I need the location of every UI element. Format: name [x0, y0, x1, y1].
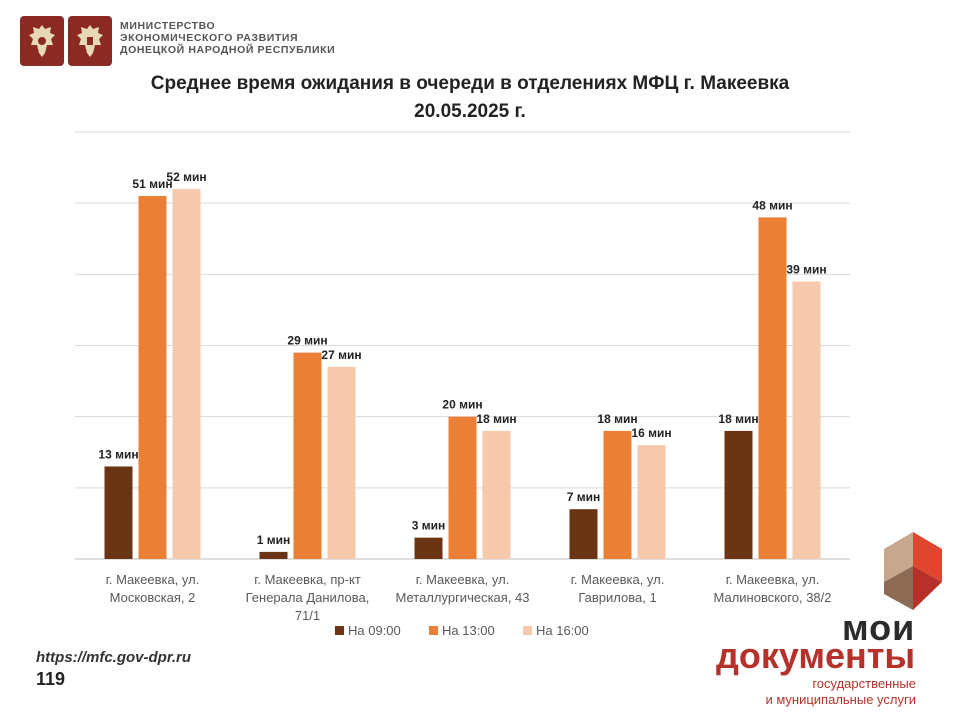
data-label: 29 мин — [287, 334, 327, 348]
bar — [414, 537, 443, 559]
legend-swatch — [429, 626, 438, 635]
data-label: 18 мин — [476, 412, 516, 426]
x-tick-label: Малиновского, 38/2 — [714, 590, 832, 605]
bar — [104, 466, 133, 559]
bar — [293, 352, 322, 559]
data-label: 20 мин — [442, 398, 482, 412]
x-tick-label: г. Макеевка, ул. — [106, 572, 200, 587]
data-label: 7 мин — [567, 490, 601, 504]
x-tick-label: г. Макеевка, пр-кт — [254, 572, 361, 587]
legend-label: На 13:00 — [442, 623, 495, 638]
data-label: 51 мин — [132, 177, 172, 191]
x-tick-label: Генерала Данилова, — [246, 590, 370, 605]
brand-word-moi: мои — [842, 607, 916, 648]
bar — [259, 551, 288, 559]
brand-subtitle-line-1: государственные — [812, 676, 916, 691]
data-label: 39 мин — [786, 262, 826, 276]
bar — [603, 430, 632, 559]
ministry-name: МИНИСТЕРСТВО ЭКОНОМИЧЕСКОГО РАЗВИТИЯ ДОН… — [120, 20, 335, 56]
ministry-line-3: ДОНЕЦКОЙ НАРОДНОЙ РЕСПУБЛИКИ — [120, 44, 336, 56]
moi-dokumenty-logo-icon — [884, 532, 942, 610]
x-tick-label: Металлургическая, 43 — [396, 590, 530, 605]
brand-subtitle: государственные и муниципальные услуги — [720, 676, 916, 708]
brand-word-dokumenty: документы — [716, 635, 916, 676]
bar — [327, 366, 356, 559]
legend-label: На 09:00 — [348, 623, 401, 638]
bar — [569, 509, 598, 559]
bar — [724, 430, 753, 559]
x-tick-label: г. Макеевка, ул. — [416, 572, 510, 587]
x-tick-label: г. Макеевка, ул. — [571, 572, 665, 587]
data-label: 48 мин — [752, 198, 792, 212]
x-tick-label: 71/1 — [295, 608, 320, 623]
data-label: 3 мин — [412, 519, 446, 533]
brand-subtitle-line-2: и муниципальные услуги — [765, 692, 916, 707]
coat-of-arms-dpr-emblem — [68, 16, 112, 66]
website-url: https://mfc.gov-dpr.ru — [36, 649, 191, 666]
data-label: 52 мин — [166, 170, 206, 184]
bar — [637, 445, 666, 559]
legend-swatch — [335, 626, 344, 635]
data-label: 13 мин — [98, 447, 138, 461]
bar — [792, 281, 821, 559]
bar — [138, 196, 167, 560]
bar — [482, 430, 511, 559]
data-label: 27 мин — [321, 348, 361, 362]
x-tick-label: Московская, 2 — [110, 590, 196, 605]
chart-title-line-1: Среднее время ожидания в очереди в отдел… — [150, 73, 790, 94]
data-label: 18 мин — [718, 412, 758, 426]
bar — [448, 416, 477, 559]
coat-of-arms-russia-emblem — [20, 16, 64, 66]
page-number: 119 — [36, 669, 66, 689]
bar — [758, 217, 787, 559]
bar — [172, 188, 201, 559]
x-tick-label: Гаврилова, 1 — [578, 590, 656, 605]
legend-label: На 16:00 — [536, 623, 589, 638]
data-label: 1 мин — [257, 533, 291, 547]
chart-title: Среднее время ожидания в очереди в отдел… — [60, 70, 880, 126]
ministry-line-1: МИНИСТЕРСТВО — [120, 20, 216, 32]
x-tick-label: г. Макеевка, ул. — [726, 572, 820, 587]
data-label: 18 мин — [597, 412, 637, 426]
ministry-line-2: ЭКОНОМИЧЕСКОГО РАЗВИТИЯ — [120, 32, 299, 44]
chart-title-line-2: 20.05.2025 г. — [414, 101, 526, 122]
legend-swatch — [523, 626, 532, 635]
data-label: 16 мин — [631, 426, 671, 440]
